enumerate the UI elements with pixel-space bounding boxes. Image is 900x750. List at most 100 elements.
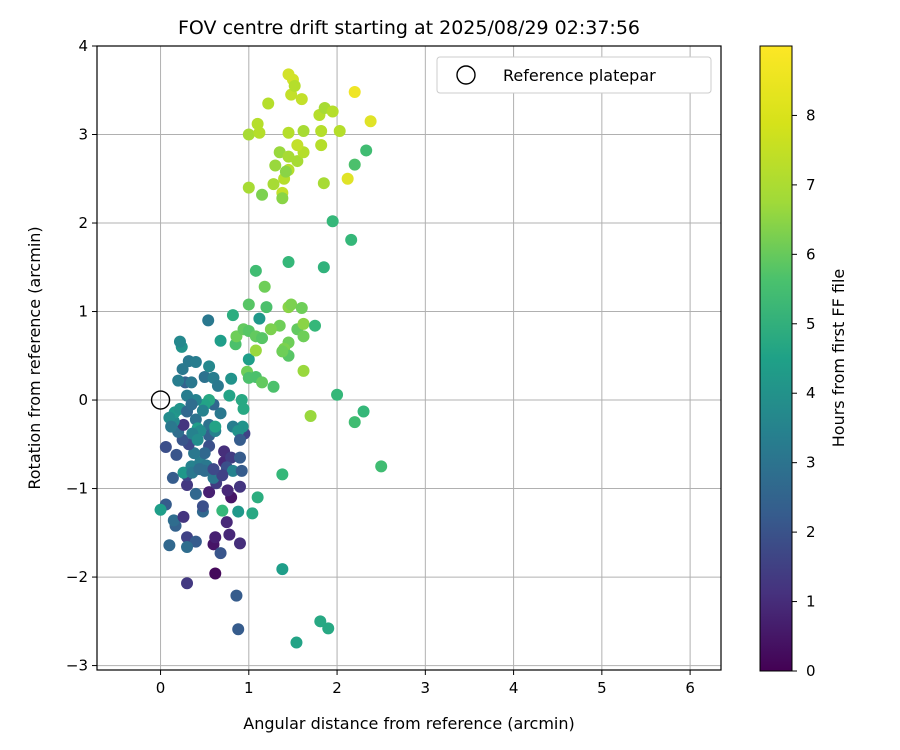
x-tick-label: 3 <box>421 679 431 697</box>
data-point <box>331 388 344 401</box>
data-point <box>282 150 295 163</box>
data-point <box>188 447 201 460</box>
colorbar: 0 1 2 3 4 5 6 7 8 Hours from first FF file <box>759 45 848 680</box>
data-point <box>326 215 339 228</box>
data-point <box>348 158 361 171</box>
data-point <box>185 398 198 411</box>
colorbar-tick-label: 3 <box>806 454 816 472</box>
data-point <box>267 178 280 191</box>
data-point <box>276 345 289 358</box>
data-point <box>246 507 259 520</box>
data-point <box>193 463 206 476</box>
data-point <box>172 374 185 387</box>
data-point <box>242 181 255 194</box>
data-point <box>214 407 227 420</box>
plot-frame <box>96 45 722 671</box>
data-point <box>165 420 178 433</box>
reference-platepar-marker <box>150 390 171 410</box>
legend-entry-label: Reference platepar <box>503 66 656 85</box>
data-point <box>309 319 322 332</box>
data-point <box>196 500 209 513</box>
data-point <box>223 389 236 402</box>
data-point <box>375 460 388 473</box>
data-point <box>233 451 246 464</box>
data-point <box>154 503 167 516</box>
data-point <box>209 567 222 580</box>
data-point <box>216 469 229 482</box>
data-point <box>225 372 238 385</box>
data-points <box>154 68 388 649</box>
data-point <box>242 298 255 311</box>
colorbar-tick-label: 4 <box>806 384 816 402</box>
data-point <box>315 139 328 152</box>
data-point <box>216 504 229 517</box>
colorbar-tick-label: 1 <box>806 593 816 611</box>
data-point <box>196 404 209 417</box>
data-point <box>223 528 236 541</box>
y-axis-ticks: −3 −2 −1 0 1 2 3 4 <box>66 37 97 675</box>
data-point <box>203 486 216 499</box>
data-point <box>345 233 358 246</box>
data-point <box>209 420 222 433</box>
data-point <box>249 264 262 277</box>
data-point <box>291 139 304 152</box>
colorbar-gradient <box>759 45 793 672</box>
data-point <box>159 440 172 453</box>
data-point <box>232 623 245 636</box>
data-point <box>317 177 330 190</box>
data-point <box>348 86 361 99</box>
data-point <box>230 589 243 602</box>
data-point <box>360 144 373 157</box>
y-tick-label: 2 <box>78 214 88 232</box>
colorbar-tick-label: 0 <box>806 662 816 680</box>
data-point <box>256 188 269 201</box>
x-axis-ticks: 0 1 2 3 4 5 6 <box>156 670 695 697</box>
data-point <box>276 468 289 481</box>
data-point <box>181 479 194 492</box>
y-tick-label: 3 <box>78 126 88 144</box>
x-tick-label: 2 <box>332 679 342 697</box>
data-point <box>237 402 250 415</box>
data-point <box>242 128 255 141</box>
y-axis-label: Rotation from reference (arcmin) <box>25 226 44 489</box>
data-point <box>322 622 335 635</box>
data-point <box>253 312 266 325</box>
data-point <box>232 505 245 518</box>
data-point <box>211 379 224 392</box>
data-point <box>264 323 277 336</box>
x-tick-label: 0 <box>156 679 166 697</box>
y-tick-label: −1 <box>66 480 88 498</box>
legend-box <box>436 56 712 94</box>
data-point <box>220 516 233 529</box>
data-point <box>290 636 303 649</box>
reference-marker-layer <box>150 390 171 410</box>
data-point <box>288 79 301 92</box>
data-point <box>341 172 354 185</box>
data-point <box>191 433 204 446</box>
data-point <box>189 535 202 548</box>
data-point <box>181 389 194 402</box>
data-point <box>233 537 246 550</box>
data-point <box>189 355 202 368</box>
data-point <box>173 335 186 348</box>
colorbar-tick-label: 5 <box>806 315 816 333</box>
data-point <box>260 301 273 314</box>
data-point <box>233 480 246 493</box>
x-axis-label: Angular distance from reference (arcmin) <box>243 714 574 733</box>
data-point <box>333 124 346 137</box>
data-point <box>170 448 183 461</box>
data-point <box>326 105 339 118</box>
data-point <box>221 484 234 497</box>
x-tick-label: 1 <box>244 679 254 697</box>
data-point <box>364 115 377 128</box>
data-point <box>198 371 211 384</box>
data-point <box>276 192 289 205</box>
data-point <box>269 159 282 172</box>
legend: Reference platepar <box>436 56 712 94</box>
data-point <box>256 376 269 389</box>
data-point <box>251 117 264 130</box>
data-point <box>276 563 289 576</box>
data-point <box>185 376 198 389</box>
data-point <box>317 261 330 274</box>
